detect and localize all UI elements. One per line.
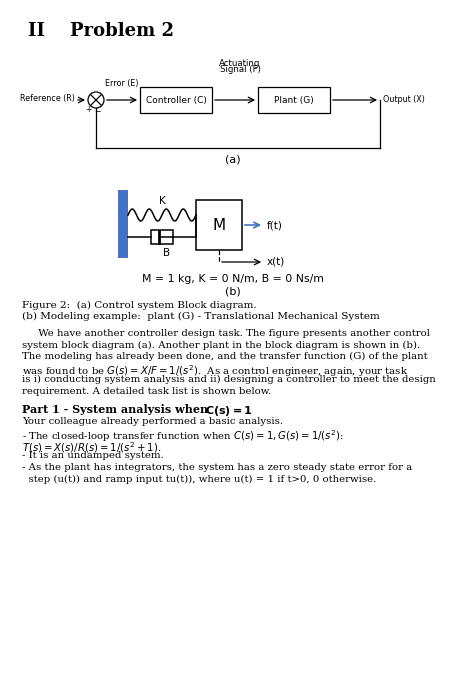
Text: is i) conducting system analysis and ii) designing a controller to meet the desi: is i) conducting system analysis and ii)… [22, 375, 436, 384]
Text: Part 1 - System analysis when: Part 1 - System analysis when [22, 404, 212, 415]
Text: requirement. A detailed task list is shown below.: requirement. A detailed task list is sho… [22, 386, 271, 395]
FancyBboxPatch shape [140, 87, 212, 113]
Text: Your colleague already performed a basic analysis.: Your colleague already performed a basic… [22, 417, 283, 426]
Text: −: − [94, 108, 100, 116]
FancyBboxPatch shape [151, 230, 173, 244]
Text: Controller (C): Controller (C) [146, 95, 206, 104]
Text: B: B [163, 248, 170, 258]
Text: system block diagram (a). Another plant in the block diagram is shown in (b).: system block diagram (a). Another plant … [22, 340, 420, 349]
Text: - As the plant has integrators, the system has a zero steady state error for a: - As the plant has integrators, the syst… [22, 463, 412, 472]
Text: step (u(t)) and ramp input tu(t)), where u(t) = 1 if t>0, 0 otherwise.: step (u(t)) and ramp input tu(t)), where… [22, 475, 376, 484]
FancyBboxPatch shape [258, 87, 330, 113]
Text: - The closed-loop transfer function when $C(s) = 1, G(s) = 1/(s^2)$:: - The closed-loop transfer function when… [22, 428, 344, 444]
Text: M: M [212, 218, 226, 232]
Text: Actuating: Actuating [219, 59, 261, 68]
Text: x(t): x(t) [267, 257, 285, 267]
Text: - It is an undamped system.: - It is an undamped system. [22, 452, 164, 461]
FancyBboxPatch shape [118, 190, 128, 258]
Text: Error (E): Error (E) [105, 79, 139, 88]
Text: (b): (b) [225, 287, 241, 297]
Text: $\mathbf{C(s) = 1}$: $\mathbf{C(s) = 1}$ [205, 404, 253, 418]
Text: M = 1 kg, K = 0 N/m, B = 0 Ns/m: M = 1 kg, K = 0 N/m, B = 0 Ns/m [142, 274, 324, 284]
Text: K: K [159, 196, 165, 206]
Text: Plant (G): Plant (G) [274, 95, 314, 104]
Text: (b) Modeling example:  plant (G) - Translational Mechanical System: (b) Modeling example: plant (G) - Transl… [22, 312, 380, 321]
Text: (a): (a) [225, 155, 241, 165]
Text: f(t): f(t) [267, 220, 283, 230]
Text: Signal (F): Signal (F) [219, 65, 261, 74]
Text: II    Problem 2: II Problem 2 [28, 22, 174, 40]
Text: The modeling has already been done, and the transfer function (G) of the plant: The modeling has already been done, and … [22, 352, 428, 361]
Text: was found to be $G(s) = X/F = 1/(s^2)$.  As a control engineer, again, your task: was found to be $G(s) = X/F = 1/(s^2)$. … [22, 363, 408, 379]
FancyBboxPatch shape [196, 200, 242, 250]
Text: $T(s) = X(s)/R(s) = 1/(s^2 + 1)$.: $T(s) = X(s)/R(s) = 1/(s^2 + 1)$. [22, 440, 161, 455]
Text: Figure 2:  (a) Control system Block diagram.: Figure 2: (a) Control system Block diagr… [22, 301, 257, 310]
Text: +: + [85, 106, 91, 115]
Text: Output (X): Output (X) [383, 94, 425, 104]
Text: Reference (R): Reference (R) [20, 94, 75, 104]
Text: We have another controller design task. The figure presents another control: We have another controller design task. … [22, 329, 430, 338]
